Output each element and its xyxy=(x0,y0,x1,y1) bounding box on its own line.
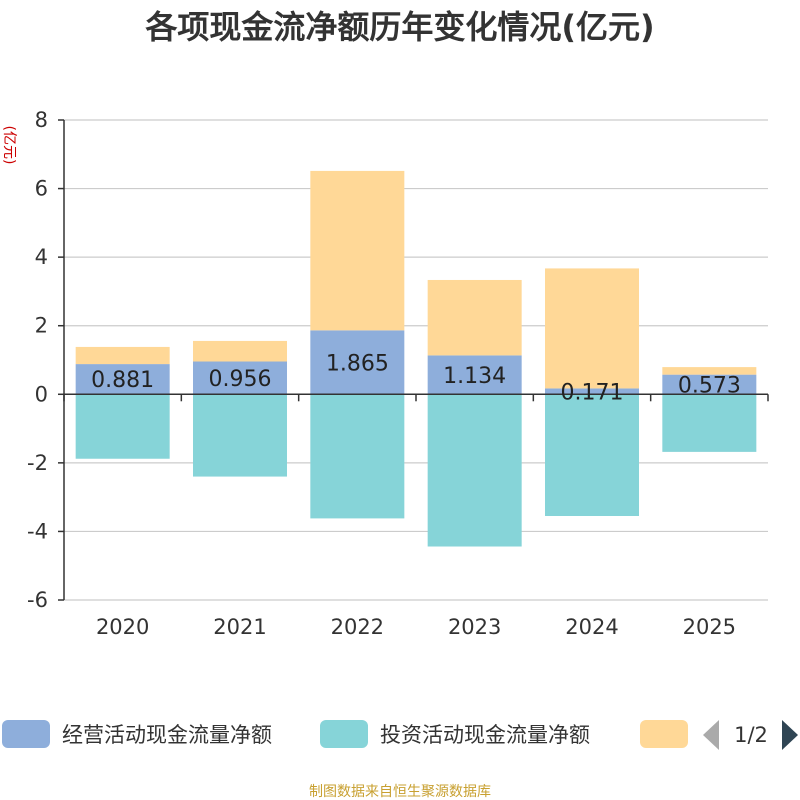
legend: 经营活动现金流量净额 投资活动现金流量净额 1/2 xyxy=(2,720,798,750)
bar-series2-2024 xyxy=(545,268,639,389)
y-tick-label-0: 8 xyxy=(35,108,48,132)
legend-label-1: 投资活动现金流量净额 xyxy=(380,723,590,747)
legend-swatch-2 xyxy=(640,720,688,748)
y-tick-label-3: 2 xyxy=(35,314,48,338)
data-label-2025: 0.573 xyxy=(678,373,741,398)
bar-series2-2020 xyxy=(75,346,170,365)
source-note: 制图数据来自恒生聚源数据库 xyxy=(309,784,491,800)
bars xyxy=(75,170,757,547)
legend-item-2[interactable] xyxy=(640,720,688,748)
y-tick-label-4: 0 xyxy=(35,382,48,406)
x-tick-label-2025: 2025 xyxy=(683,615,736,639)
legend-prev-arrow-icon[interactable] xyxy=(703,720,719,750)
bar-series0-2021 xyxy=(193,361,287,395)
y-tick-label-6: -4 xyxy=(27,519,48,543)
y-tick-label-2: 4 xyxy=(35,245,48,269)
bar-series2-2022 xyxy=(310,170,405,331)
x-tick-label-2023: 2023 xyxy=(448,615,501,639)
x-tick-label-2024: 2024 xyxy=(565,615,618,639)
bar-series1-2025 xyxy=(662,394,757,452)
y-axis-label: (亿元) xyxy=(1,126,17,165)
legend-page-indicator: 1/2 xyxy=(734,723,768,747)
bar-series1-2022 xyxy=(310,394,405,519)
bar-series1-2021 xyxy=(193,394,287,477)
bar-series0-2025 xyxy=(662,374,757,395)
gridlines xyxy=(64,119,768,601)
bar-series0-2020 xyxy=(75,364,170,395)
data-label-2024: 0.171 xyxy=(561,380,624,405)
y-tick-label-1: 6 xyxy=(35,177,48,201)
legend-item-1[interactable]: 投资活动现金流量净额 xyxy=(320,720,590,748)
x-tick-label-2022: 2022 xyxy=(331,615,384,639)
legend-swatch-0 xyxy=(2,720,50,748)
bar-series0-2022 xyxy=(310,330,405,395)
chart-title: 各项现金流净额历年变化情况(亿元) xyxy=(145,8,654,46)
x-tick-label-2020: 2020 xyxy=(96,615,149,639)
legend-next-arrow-icon[interactable] xyxy=(782,720,798,750)
data-label-2023: 1.134 xyxy=(443,364,506,389)
x-tick-labels: 2020 2021 2022 2023 2024 2025 xyxy=(96,615,736,639)
bar-series2-2021 xyxy=(193,340,287,362)
legend-swatch-1 xyxy=(320,720,368,748)
data-label-2022: 1.865 xyxy=(326,351,389,376)
legend-label-0: 经营活动现金流量净额 xyxy=(62,723,272,747)
bar-series1-2024 xyxy=(545,394,639,516)
data-label-2021: 0.956 xyxy=(209,367,272,392)
bar-series2-2023 xyxy=(427,279,522,356)
axes xyxy=(58,119,769,601)
bar-series1-2023 xyxy=(427,394,522,547)
bar-series1-2020 xyxy=(75,394,170,459)
bar-series2-2025 xyxy=(662,367,757,375)
data-labels: 0.881 0.956 1.865 1.134 0.171 0.573 xyxy=(91,351,741,405)
x-tick-label-2021: 2021 xyxy=(213,615,266,639)
y-tick-label-5: -2 xyxy=(27,451,48,475)
legend-item-0[interactable]: 经营活动现金流量净额 xyxy=(2,720,272,748)
bar-series0-2024 xyxy=(545,388,639,395)
y-tick-labels: 8 6 4 2 0 -2 -4 -6 xyxy=(27,108,48,612)
data-label-2020: 0.881 xyxy=(91,368,154,393)
bar-series0-2023 xyxy=(427,355,522,395)
y-tick-label-7: -6 xyxy=(27,588,48,612)
